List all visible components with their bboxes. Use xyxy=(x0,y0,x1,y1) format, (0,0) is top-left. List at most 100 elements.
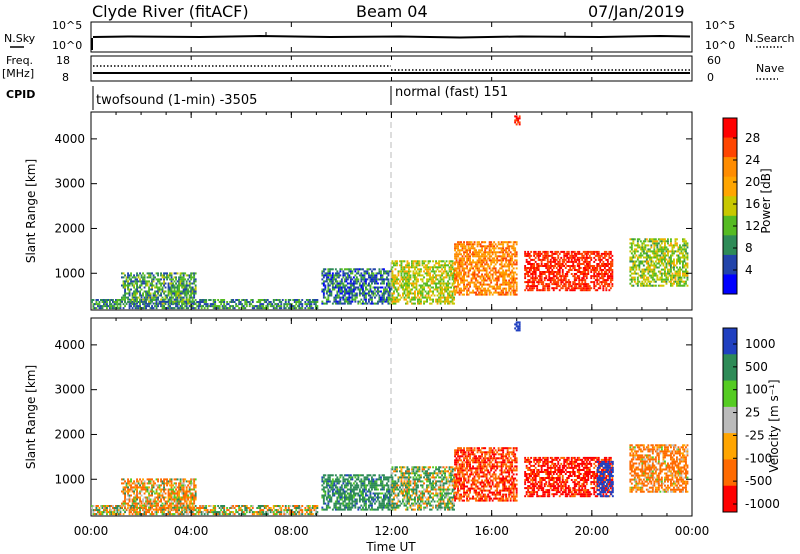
data-cell xyxy=(685,264,687,267)
data-cell xyxy=(101,307,104,310)
data-cell xyxy=(384,286,387,289)
data-cell xyxy=(185,296,188,299)
data-cell xyxy=(467,249,470,252)
data-cell xyxy=(133,276,135,279)
data-cell xyxy=(160,507,162,509)
data-cell xyxy=(406,294,409,297)
data-cell xyxy=(500,273,503,276)
data-cell xyxy=(463,271,465,274)
data-cell xyxy=(606,263,609,265)
data-cell xyxy=(455,267,458,270)
data-cell xyxy=(653,246,656,249)
data-cell xyxy=(170,272,173,275)
data-cell xyxy=(178,280,180,283)
data-cell xyxy=(358,294,361,297)
data-cell xyxy=(375,274,378,277)
data-cell xyxy=(454,263,456,266)
data-cell xyxy=(642,250,645,253)
data-cell xyxy=(408,282,410,285)
data-cell xyxy=(137,480,140,483)
data-cell xyxy=(475,283,477,286)
data-cell xyxy=(194,307,197,310)
data-cell xyxy=(260,303,263,306)
data-cell xyxy=(667,254,669,257)
data-cell xyxy=(336,274,339,277)
data-cell xyxy=(121,284,123,287)
data-cell xyxy=(490,255,493,258)
data-cell xyxy=(564,289,567,292)
data-cell xyxy=(608,250,611,253)
data-cell xyxy=(148,300,150,303)
data-cell xyxy=(528,260,531,263)
data-cell xyxy=(130,511,132,514)
data-cell xyxy=(599,260,602,263)
data-cell xyxy=(593,256,596,259)
data-cell xyxy=(665,246,668,249)
data-cell xyxy=(503,263,506,266)
data-cell xyxy=(667,276,669,279)
data-cell xyxy=(212,507,215,509)
data-cell xyxy=(515,115,518,118)
data-cell xyxy=(152,513,155,516)
data-cell xyxy=(584,267,587,269)
data-cell xyxy=(650,240,653,243)
data-cell xyxy=(540,275,543,278)
data-cell xyxy=(134,500,137,503)
data-cell xyxy=(360,272,363,275)
data-cell xyxy=(381,268,384,271)
data-cell xyxy=(188,286,191,289)
data-cell xyxy=(185,307,188,310)
data-cell xyxy=(405,294,407,297)
data-cell xyxy=(461,249,464,252)
data-cell xyxy=(209,505,212,507)
data-cell xyxy=(441,260,443,263)
data-cell xyxy=(460,263,462,266)
data-cell xyxy=(119,511,122,514)
data-cell xyxy=(567,260,570,263)
data-cell xyxy=(478,285,480,288)
data-cell xyxy=(383,272,385,275)
data-cell xyxy=(554,250,557,253)
data-cell xyxy=(484,279,487,282)
data-cell xyxy=(391,274,394,277)
data-cell xyxy=(331,288,334,291)
data-cell xyxy=(145,284,147,287)
data-cell xyxy=(298,513,301,516)
data-cell xyxy=(482,265,485,268)
nave-label: Nave xyxy=(756,62,784,75)
data-cell xyxy=(184,300,187,303)
data-cell xyxy=(439,292,442,295)
data-cell xyxy=(140,490,143,493)
data-cell xyxy=(560,281,563,284)
data-cell xyxy=(476,251,479,254)
power-colorbar-segment xyxy=(723,176,737,197)
data-cell xyxy=(169,282,171,285)
data-cell xyxy=(537,252,540,255)
data-cell xyxy=(528,269,531,271)
data-cell xyxy=(679,258,681,261)
data-cell xyxy=(283,303,286,306)
data-cell xyxy=(148,280,150,283)
data-cell xyxy=(113,509,116,512)
data-cell xyxy=(251,301,254,303)
data-cell xyxy=(349,290,352,293)
data-cell xyxy=(248,303,251,306)
data-cell xyxy=(175,296,177,299)
data-cell xyxy=(676,274,678,277)
data-cell xyxy=(505,273,508,276)
data-cell xyxy=(397,298,400,301)
data-cell xyxy=(175,302,177,305)
data-cell xyxy=(310,507,313,509)
data-cell xyxy=(133,480,135,483)
data-cell xyxy=(390,288,393,291)
data-cell xyxy=(149,302,152,305)
data-cell xyxy=(151,300,153,303)
data-cell xyxy=(679,260,681,263)
data-cell xyxy=(683,274,686,277)
data-cell xyxy=(573,258,576,261)
data-cell xyxy=(680,276,683,279)
data-cell xyxy=(357,278,360,281)
data-cell xyxy=(482,257,485,260)
data-cell xyxy=(665,272,668,275)
data-cell xyxy=(391,266,394,269)
